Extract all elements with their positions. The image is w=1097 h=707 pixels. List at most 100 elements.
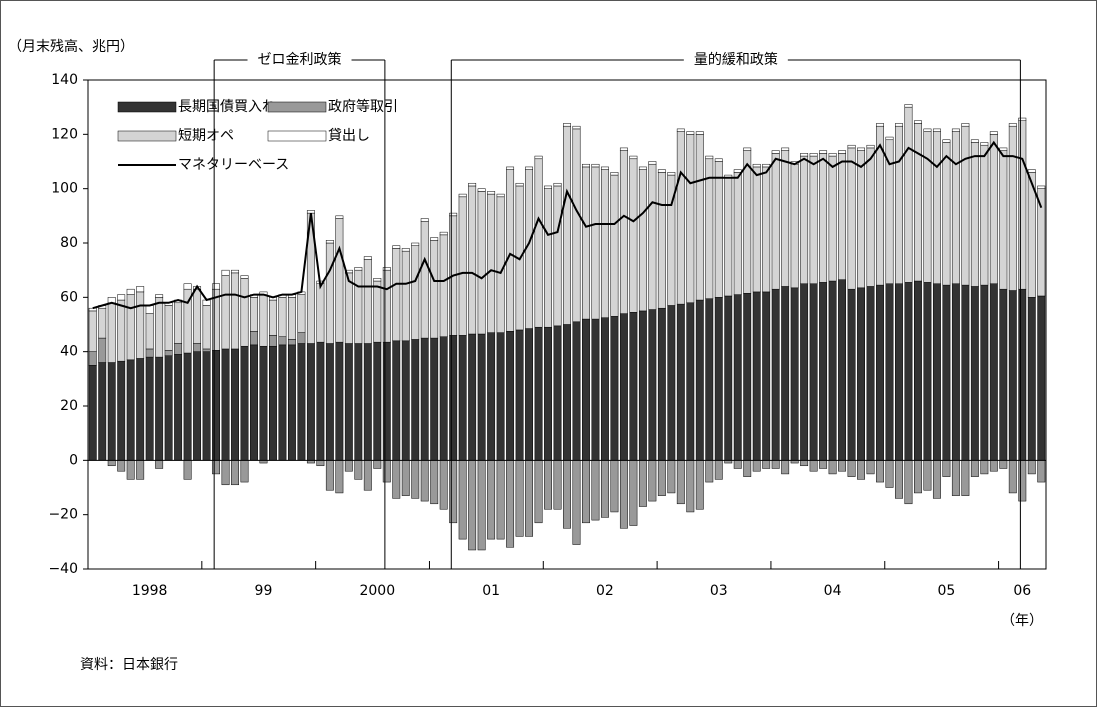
bar: [895, 123, 903, 127]
bar: [136, 291, 145, 359]
bar: [876, 284, 884, 461]
bar: [600, 460, 609, 518]
bar: [174, 302, 183, 344]
y-tick-label: 40: [60, 344, 78, 360]
bar: [325, 242, 334, 344]
bar: [657, 172, 666, 309]
bar: [363, 256, 372, 260]
bar: [932, 460, 941, 499]
bar: [487, 332, 496, 461]
y-tick-label: 20: [60, 398, 78, 414]
x-tick-label: 04: [824, 583, 842, 599]
bar: [970, 142, 979, 287]
bar: [306, 343, 315, 461]
bar: [325, 343, 334, 461]
bar: [743, 147, 752, 151]
bar: [506, 460, 515, 548]
bar: [401, 250, 410, 342]
bar: [525, 328, 534, 461]
bar: [923, 128, 932, 132]
bar: [544, 188, 552, 328]
bar: [411, 245, 420, 340]
bar: [525, 166, 534, 170]
bar: [582, 460, 590, 524]
bar: [790, 163, 799, 289]
bar: [989, 134, 998, 284]
bar: [401, 248, 410, 252]
bar: [876, 123, 884, 127]
bar: [980, 144, 989, 286]
bar: [439, 336, 448, 461]
bar: [600, 169, 609, 318]
bar: [951, 131, 960, 284]
bar: [610, 172, 619, 176]
annotation: ゼロ金利政策: [258, 51, 342, 68]
bar: [126, 460, 135, 480]
bar: [155, 460, 164, 469]
bar: [610, 174, 619, 317]
bar: [477, 333, 486, 461]
bar: [857, 150, 865, 289]
bar: [743, 460, 752, 477]
bar: [534, 326, 543, 461]
bar: [278, 336, 287, 346]
bar: [325, 460, 334, 491]
bar: [591, 166, 600, 320]
bar: [999, 460, 1008, 469]
bar: [221, 275, 230, 350]
bar: [449, 212, 458, 217]
legend-swatch: [117, 130, 177, 142]
bar: [914, 123, 922, 282]
bar: [714, 460, 723, 480]
bar: [866, 460, 875, 475]
bar: [449, 335, 458, 461]
bar: [193, 343, 202, 352]
bar: [800, 283, 809, 461]
bar: [506, 169, 515, 332]
bar: [563, 125, 571, 325]
bar: [733, 169, 742, 173]
bar: [316, 283, 325, 343]
bar: [619, 460, 628, 529]
bar: [1037, 295, 1046, 461]
bar: [525, 460, 534, 537]
bar: [648, 163, 657, 310]
bar: [563, 324, 571, 461]
bar: [354, 269, 363, 344]
bar: [591, 318, 600, 461]
bar: [269, 345, 277, 461]
bar: [126, 359, 135, 461]
bar: [895, 460, 903, 499]
bar: [610, 460, 619, 513]
bar: [88, 351, 97, 366]
bar: [819, 282, 828, 461]
bar: [430, 240, 439, 339]
bar: [951, 460, 960, 496]
bar: [145, 305, 154, 314]
bar: [202, 351, 211, 461]
bar: [221, 269, 230, 276]
bar: [553, 325, 562, 461]
bar: [1018, 120, 1027, 290]
bar: [363, 460, 372, 491]
bar: [771, 153, 780, 290]
bar: [667, 460, 676, 494]
bar: [980, 142, 989, 146]
bar: [221, 348, 230, 461]
bar: [373, 460, 382, 469]
bar: [752, 460, 761, 472]
bar: [468, 460, 477, 551]
legend-label: 短期オペ: [178, 128, 234, 144]
bar: [762, 460, 771, 469]
bar: [733, 460, 742, 469]
bar: [1018, 288, 1027, 461]
x-axis-label: （年）: [1001, 613, 1043, 629]
bar: [828, 460, 837, 475]
y-tick-label: −40: [48, 561, 78, 577]
bar: [1008, 460, 1017, 494]
bar: [145, 348, 154, 358]
bar: [591, 163, 600, 168]
y-tick-label: 60: [60, 289, 78, 305]
bar: [809, 283, 818, 461]
